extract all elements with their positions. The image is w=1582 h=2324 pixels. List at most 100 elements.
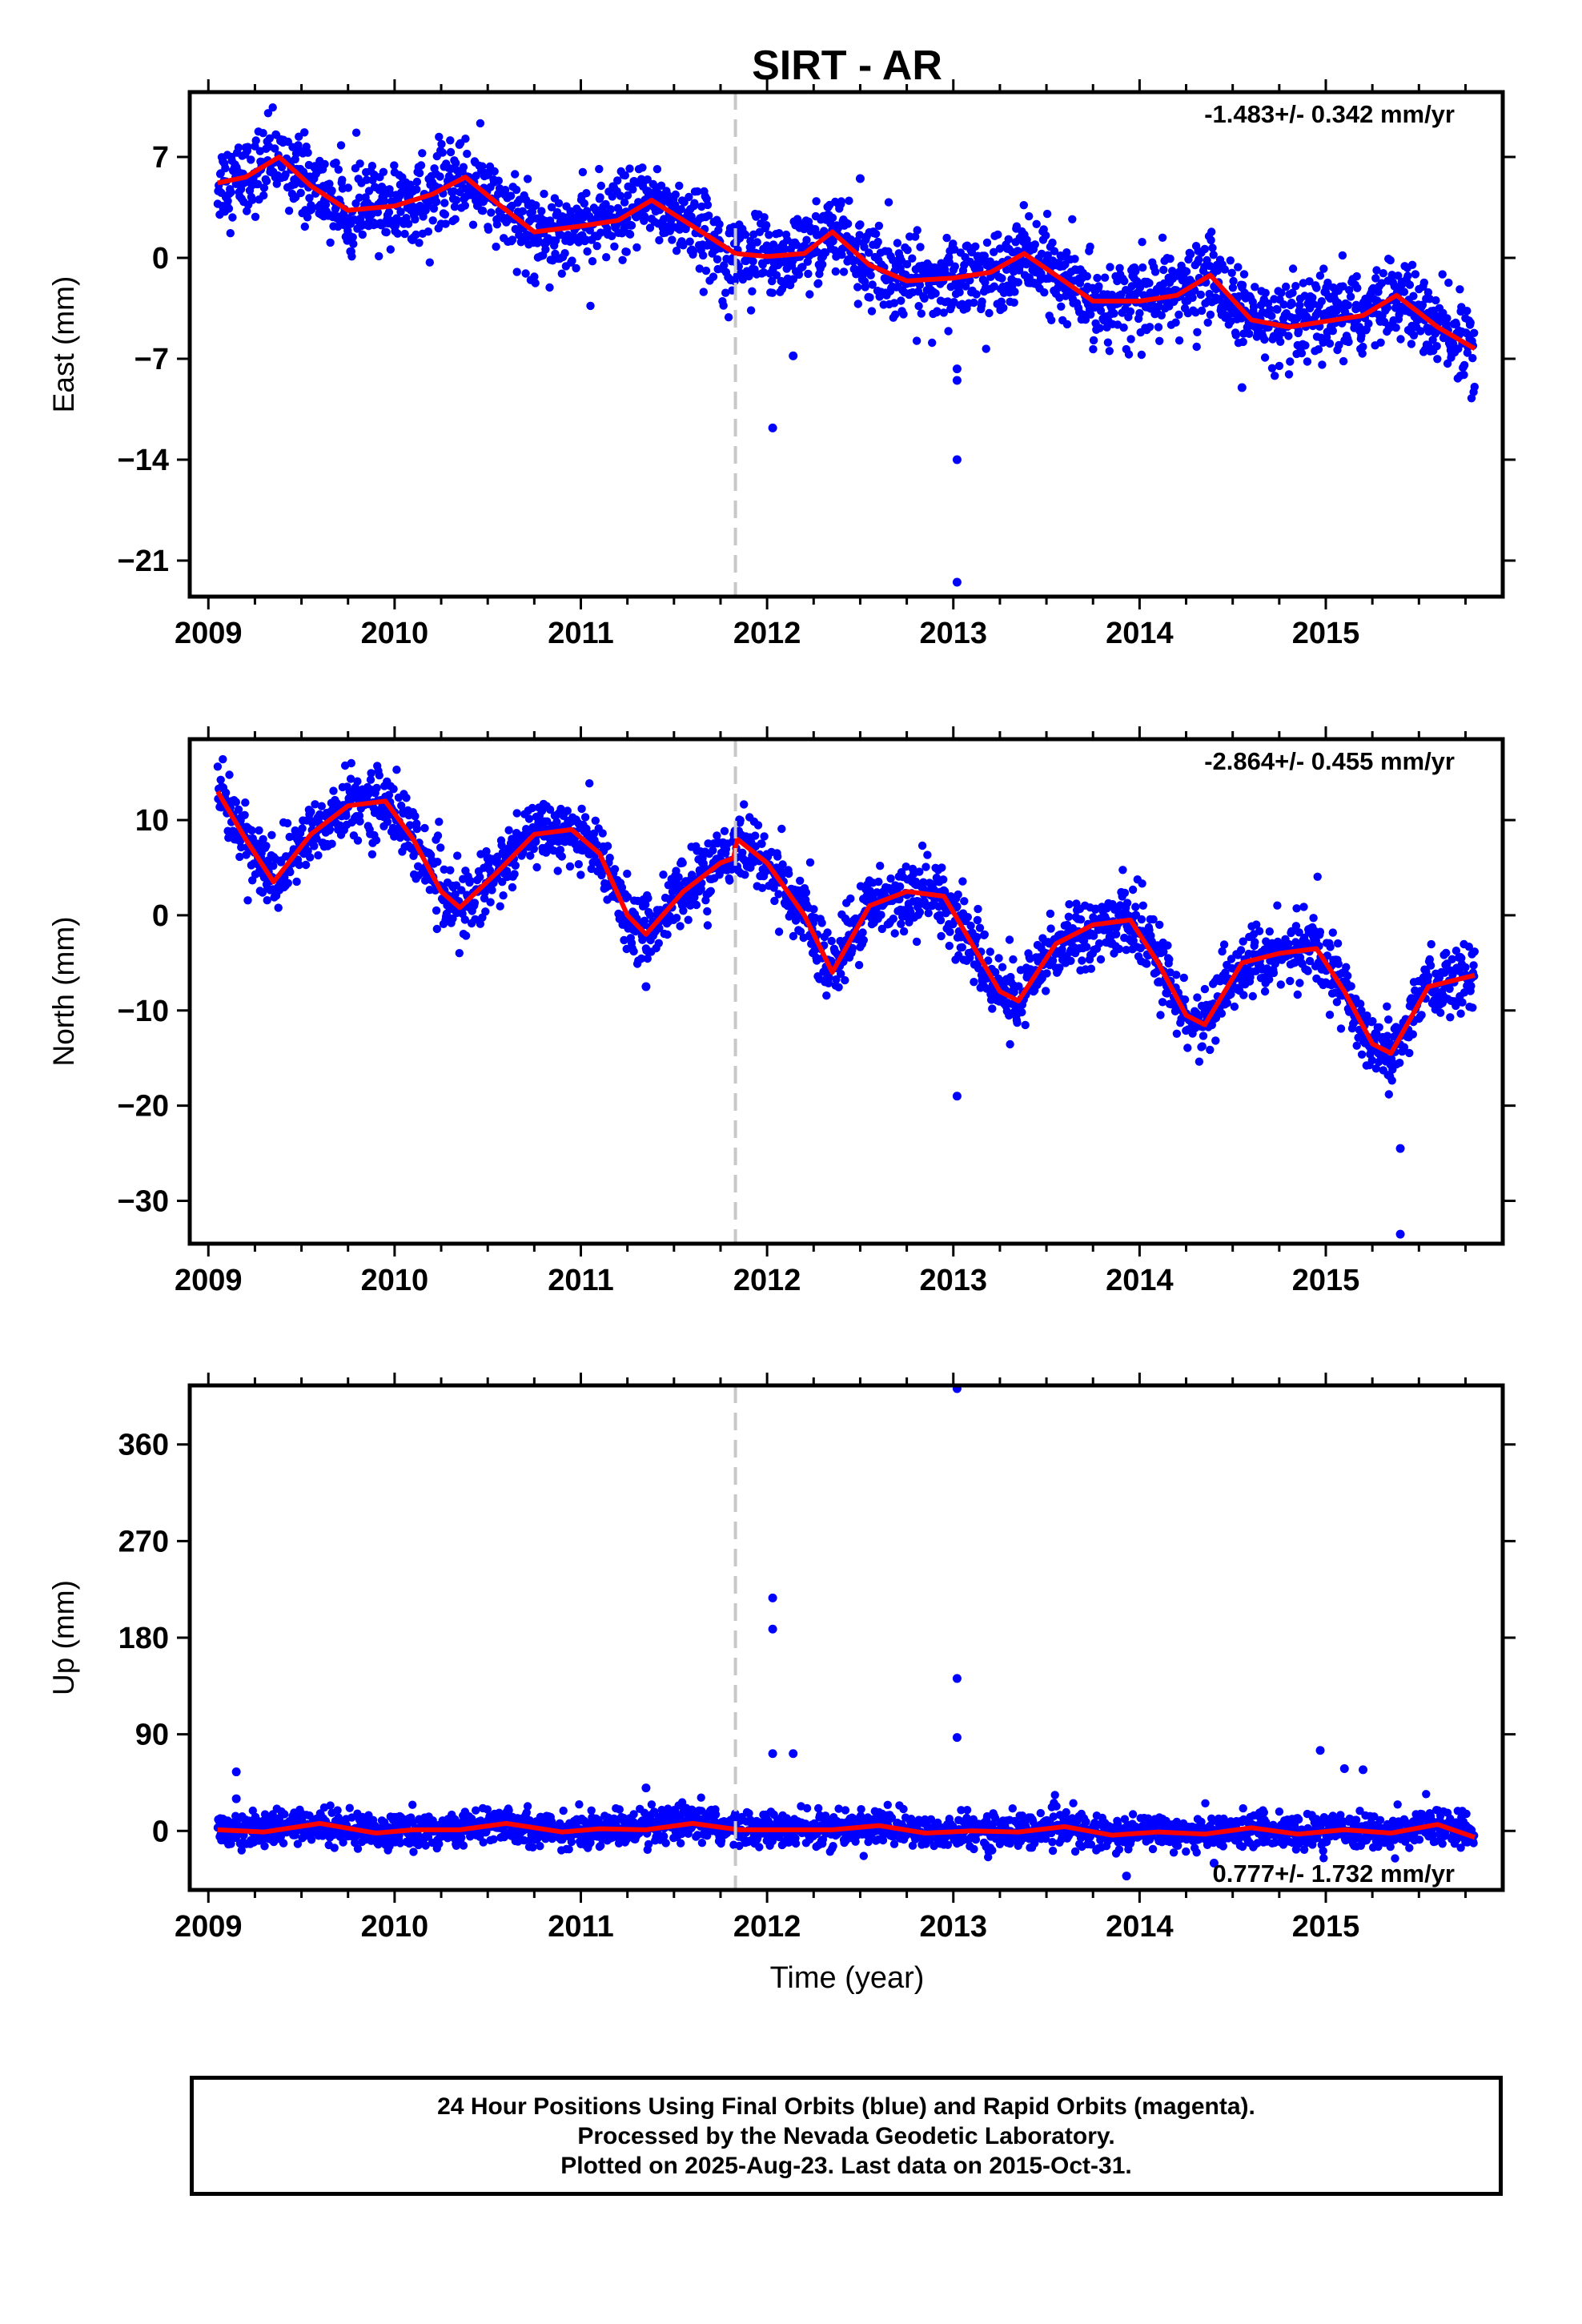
- north-data-point: [1273, 901, 1282, 910]
- east-data-point: [608, 231, 616, 240]
- north-data-point: [889, 915, 898, 923]
- east-data-point: [741, 231, 750, 239]
- north-data-point: [1042, 987, 1050, 995]
- east-data-point: [804, 269, 813, 279]
- up-data-point: [353, 1844, 363, 1853]
- north-data-point: [504, 826, 513, 834]
- east-data-point: [1318, 360, 1327, 369]
- north-y-axis-label: North (mm): [47, 916, 80, 1066]
- east-data-point: [243, 207, 251, 215]
- east-data-point: [675, 181, 684, 191]
- north-data-point: [1180, 995, 1190, 1004]
- north-data-point: [1128, 885, 1138, 895]
- east-data-point: [1145, 323, 1154, 332]
- east-data-point: [1103, 338, 1113, 347]
- north-data-point: [740, 800, 749, 809]
- north-data-point: [876, 862, 885, 870]
- east-data-point: [387, 197, 396, 206]
- north-data-point: [1118, 866, 1127, 875]
- north-data-point: [1082, 943, 1091, 951]
- north-data-point: [973, 915, 982, 925]
- east-data-point: [1303, 357, 1312, 366]
- east-data-point: [259, 191, 268, 200]
- east-data-point: [1100, 273, 1110, 282]
- north-data-point: [1239, 991, 1248, 999]
- east-data-point: [1186, 250, 1195, 259]
- east-data-point: [1150, 267, 1160, 276]
- east-data-point: [451, 215, 460, 223]
- east-data-point: [390, 161, 399, 170]
- north-data-point: [1269, 968, 1279, 978]
- north-data-point: [774, 890, 783, 899]
- east-data-point: [296, 188, 305, 198]
- north-data-point: [1005, 935, 1014, 944]
- east-data-point: [1319, 264, 1328, 273]
- north-data-point: [241, 798, 250, 807]
- east-data-point: [1273, 305, 1282, 314]
- east-data-point: [1291, 282, 1300, 291]
- east-data-point: [1094, 282, 1103, 291]
- east-data-point: [1460, 370, 1468, 380]
- north-data-point: [1183, 1043, 1192, 1052]
- east-data-point: [391, 221, 400, 230]
- east-data-point: [487, 208, 496, 217]
- east-data-point: [272, 179, 281, 188]
- north-data-point: [557, 852, 566, 861]
- up-data-point: [345, 1803, 354, 1812]
- east-data-point: [307, 205, 316, 214]
- east-data-point: [511, 170, 520, 179]
- north-data-point: [1461, 963, 1470, 972]
- north-data-point: [886, 874, 895, 883]
- north-data-point: [1248, 991, 1258, 1001]
- east-data-point: [432, 197, 441, 207]
- east-data-point: [627, 221, 636, 230]
- north-x-tick-label: 2015: [1292, 1264, 1360, 1297]
- east-data-point: [367, 162, 377, 171]
- east-data-point: [1131, 267, 1140, 275]
- north-data-point: [1096, 955, 1106, 964]
- north-data-point: [565, 862, 575, 871]
- north-data-point: [1193, 993, 1202, 1002]
- east-data-point: [843, 219, 853, 228]
- east-outlier-point: [952, 376, 962, 385]
- east-data-point: [652, 165, 662, 174]
- north-data-point: [1456, 1009, 1465, 1018]
- north-data-point: [923, 850, 932, 859]
- north-data-point: [773, 852, 782, 861]
- north-data-point: [1223, 999, 1232, 1007]
- east-data-point: [596, 228, 605, 237]
- east-data-point: [300, 128, 309, 137]
- east-data-point: [1105, 347, 1114, 356]
- north-data-point: [262, 842, 271, 850]
- east-data-point: [1126, 307, 1135, 316]
- north-data-point: [644, 894, 652, 903]
- east-data-point: [384, 207, 394, 217]
- north-x-tick-label: 2009: [175, 1264, 243, 1297]
- north-data-point: [1172, 1029, 1182, 1039]
- east-data-point: [336, 141, 346, 150]
- east-data-point: [601, 199, 610, 209]
- north-data-point: [1469, 961, 1478, 970]
- east-data-point: [1297, 348, 1307, 358]
- north-data-point: [603, 842, 612, 850]
- north-data-point: [897, 919, 905, 929]
- east-data-point: [508, 235, 517, 244]
- north-data-point: [877, 911, 885, 919]
- east-x-tick-label: 2013: [919, 617, 987, 650]
- north-x-axis-ticks: 2009 2010 2011 2012 2013 2014 2015: [175, 726, 1467, 1297]
- north-data-points: [213, 754, 1480, 1099]
- east-data-point: [441, 219, 450, 228]
- north-data-point: [453, 851, 462, 860]
- up-data-point: [280, 1810, 289, 1819]
- east-data-point: [1159, 265, 1168, 275]
- north-data-point: [432, 906, 441, 915]
- north-data-point: [389, 785, 398, 794]
- north-data-point: [1342, 963, 1351, 971]
- east-data-point: [805, 290, 814, 299]
- east-data-point: [1120, 276, 1129, 286]
- east-data-point: [265, 134, 275, 143]
- east-data-point: [327, 186, 336, 195]
- east-data-point: [1068, 215, 1077, 223]
- north-data-point: [310, 842, 319, 850]
- east-data-point: [1399, 287, 1409, 296]
